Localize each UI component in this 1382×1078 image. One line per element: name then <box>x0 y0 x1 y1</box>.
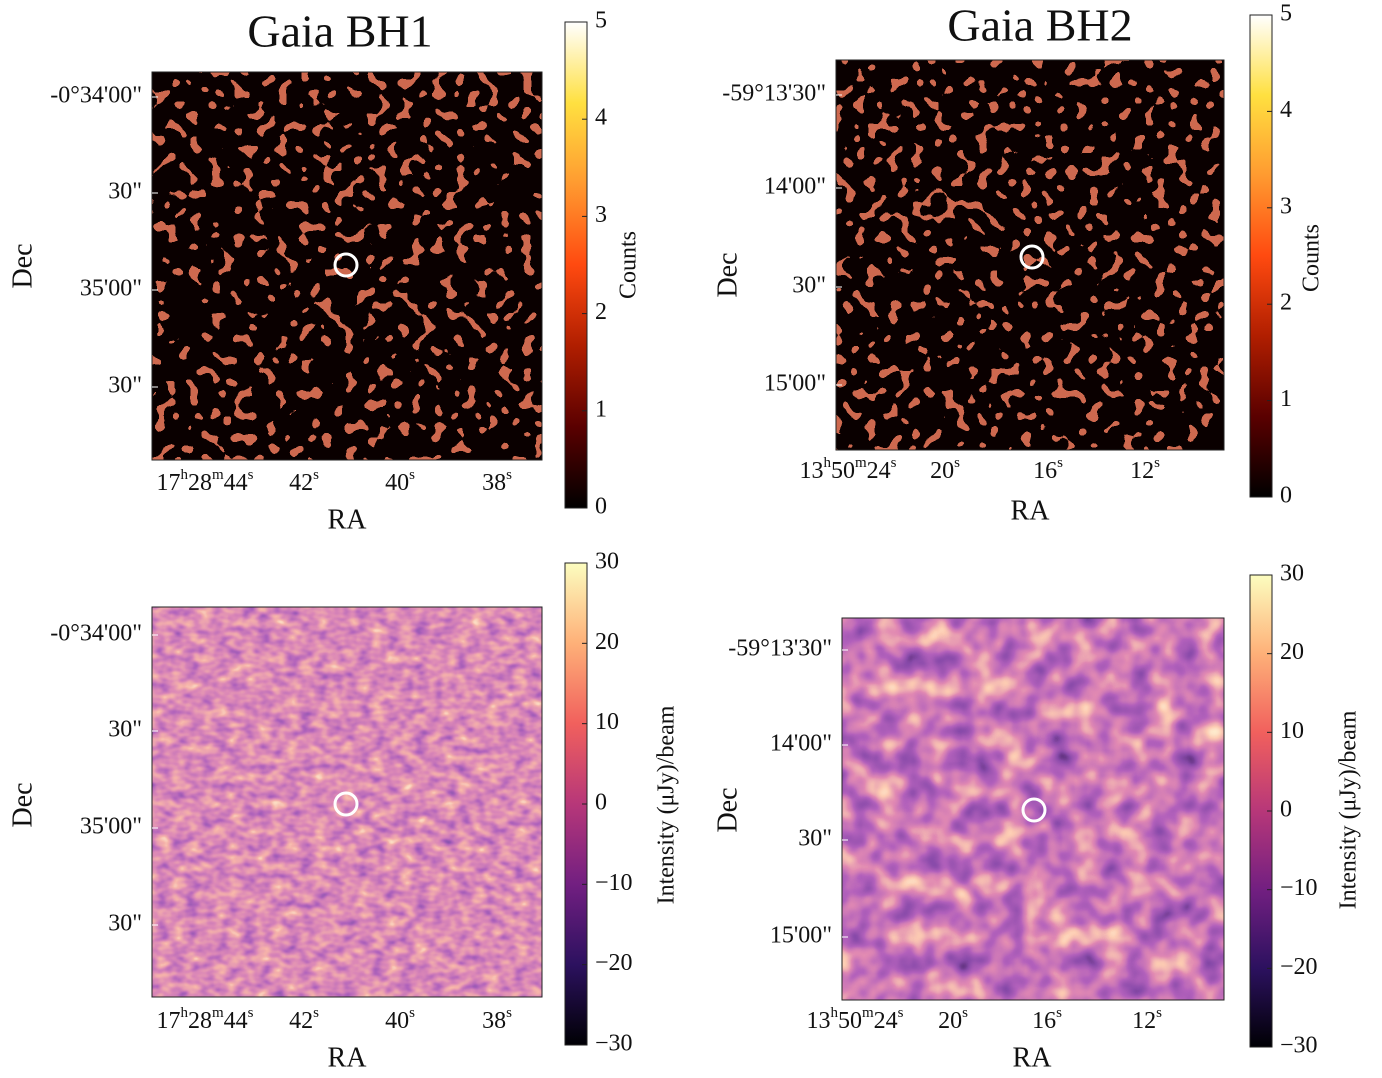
x-tick-label: 17h28m44s <box>156 467 253 495</box>
colorbar-tick-label: 4 <box>1280 97 1292 123</box>
colorbar-label: Intensity (μJy)/beam <box>654 705 680 904</box>
panel: Gaia BH1-0°34'00"30"35'00"30"17h28m44s 42… <box>7 6 641 536</box>
x-tick-label: 13h50m24s <box>799 455 896 483</box>
image-texture <box>152 72 542 460</box>
y-tick-label: -59°13'30" <box>728 636 832 662</box>
y-tick-label: -0°34'00" <box>50 83 142 109</box>
x-tick-label: 16s <box>1033 455 1063 483</box>
x-axis-label: RA <box>328 1042 368 1073</box>
target-marker <box>333 791 359 817</box>
y-axis-label: Dec <box>712 252 743 297</box>
colorbar-tick-label: 2 <box>595 299 607 325</box>
target-marker <box>1019 244 1045 270</box>
colorbar-tick-label: 0 <box>595 790 607 816</box>
x-tick-label: 40s <box>385 467 415 495</box>
x-axis-label: RA <box>328 504 368 535</box>
x-tick-label: 42s <box>289 467 319 495</box>
x-tick-label: 20s <box>938 1005 968 1033</box>
colorbar <box>564 21 588 509</box>
colorbar-tick-label: 10 <box>1280 718 1304 744</box>
colorbar-tick-label: 30 <box>1280 561 1304 587</box>
x-tick-label: 38s <box>482 1005 512 1033</box>
target-marker <box>333 252 359 278</box>
image-frame <box>841 617 1225 1001</box>
colorbar-tick-label: 1 <box>1280 386 1292 412</box>
target-marker <box>1021 797 1047 823</box>
image-texture <box>836 60 1224 450</box>
y-tick-label: 30" <box>108 911 142 937</box>
image-frame <box>835 59 1225 451</box>
colorbar-tick-label: 3 <box>1280 193 1292 219</box>
colorbar-tick-label: 5 <box>1280 1 1292 27</box>
colorbar-tick-label: 20 <box>595 629 619 655</box>
x-tick-label: 17h28m44s <box>156 1005 253 1033</box>
x-tick-label: 13h50m24s <box>806 1005 903 1033</box>
image-frame <box>151 606 543 998</box>
y-tick-label: 35'00" <box>80 276 142 302</box>
y-tick-label: 35'00" <box>80 814 142 840</box>
y-tick-label: 30" <box>108 179 142 205</box>
colorbar-tick-label: −20 <box>1280 954 1318 980</box>
y-axis-label: Dec <box>712 787 743 832</box>
colorbar-tick-label: −30 <box>1280 1033 1318 1059</box>
y-tick-label: -59°13'30" <box>722 81 826 107</box>
colorbar-tick-label: 3 <box>595 202 607 228</box>
colorbar-tick-label: 1 <box>595 396 607 422</box>
colorbar-tick-label: 20 <box>1280 639 1304 665</box>
y-tick-label: 14'00" <box>770 731 832 757</box>
colorbar-tick-label: −30 <box>595 1031 633 1057</box>
colorbar-tick-label: 0 <box>1280 483 1292 509</box>
panel: -59°13'30" 14'00" 30" 15'00" 13h50m24s 20s 16s… <box>712 561 1361 1074</box>
colorbar-tick-label: 5 <box>595 8 607 34</box>
image-frame <box>151 71 543 461</box>
colorbar-tick-label: 0 <box>595 494 607 520</box>
panel: -0°34'00" 30" 35'00" 30" 17h28m44s 42s 40s 38s R… <box>7 549 679 1074</box>
colorbar-label: Counts <box>1299 224 1325 292</box>
x-tick-label: 40s <box>385 1005 415 1033</box>
colorbar-tick-label: −10 <box>1280 875 1318 901</box>
x-axis-label: RA <box>1013 1042 1053 1073</box>
panel-title: Gaia BH2 <box>947 0 1132 51</box>
y-tick-label: 30" <box>798 826 832 852</box>
y-tick-label: 15'00" <box>764 371 826 397</box>
panel-title: Gaia BH1 <box>247 6 432 57</box>
image-texture <box>152 607 542 997</box>
x-tick-label: 38s <box>482 467 512 495</box>
y-axis-label: Dec <box>7 782 38 827</box>
colorbar-tick-label: 30 <box>595 549 619 575</box>
colorbar-tick-label: 0 <box>1280 797 1292 823</box>
y-tick-label: 30" <box>792 273 826 299</box>
y-tick-label: 14'00" <box>764 174 826 200</box>
colorbar <box>1249 14 1273 498</box>
colorbar-tick-label: 2 <box>1280 290 1292 316</box>
y-tick-label: 15'00" <box>770 923 832 949</box>
y-tick-label: -0°34'00" <box>50 621 142 647</box>
y-tick-label: 30" <box>108 373 142 399</box>
colorbar-label: Intensity (μJy)/beam <box>1336 710 1362 909</box>
x-tick-label: 42s <box>289 1005 319 1033</box>
x-tick-label: 16s <box>1032 1005 1062 1033</box>
colorbar-tick-label: −20 <box>595 950 633 976</box>
y-tick-label: 30" <box>108 717 142 743</box>
colorbar-tick-label: −10 <box>595 870 633 896</box>
panel: Gaia BH2 -59°13'30" 14'00" 30" 15'00" 13h50m2… <box>712 0 1324 526</box>
y-axis-label: Dec <box>7 243 38 288</box>
colorbar-tick-label: 10 <box>595 709 619 735</box>
colorbar-label: Counts <box>616 231 642 299</box>
image-texture <box>842 618 1224 1000</box>
x-tick-label: 12s <box>1130 455 1160 483</box>
x-tick-label: 12s <box>1132 1005 1162 1033</box>
x-axis-label: RA <box>1011 495 1051 526</box>
x-tick-label: 20s <box>930 455 960 483</box>
colorbar-tick-label: 4 <box>595 105 607 131</box>
